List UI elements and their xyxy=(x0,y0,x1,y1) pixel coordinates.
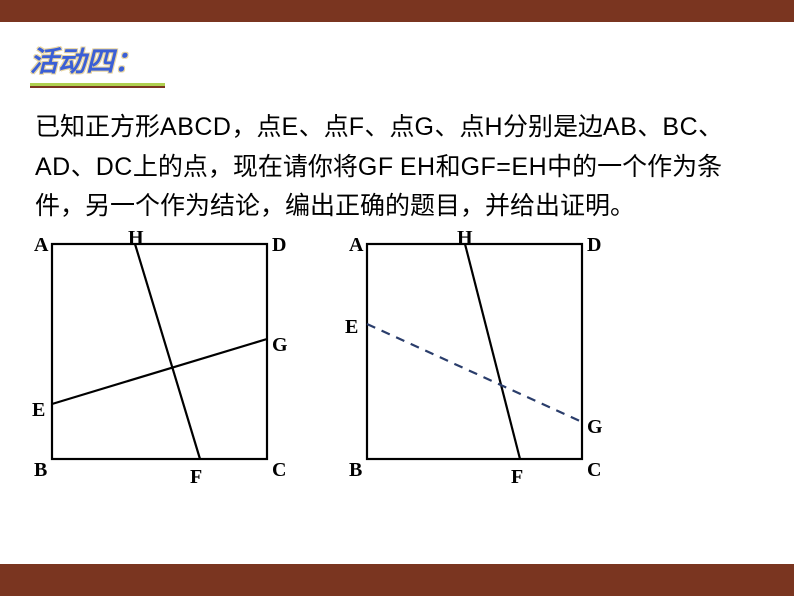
s3: 、点 xyxy=(434,114,484,141)
and: 和 xyxy=(436,154,461,181)
vertex-label-g: G xyxy=(272,334,288,357)
t2: ，点 xyxy=(231,114,281,141)
s6: 、 xyxy=(71,154,96,181)
lblGFeq: GF=EH xyxy=(461,153,548,181)
vertex-label-h: H xyxy=(457,227,473,250)
t1: 已知正方形 xyxy=(35,114,160,141)
abcd: ABCD xyxy=(160,113,231,141)
bottom-bar xyxy=(0,564,794,596)
s5: 、 xyxy=(698,114,723,141)
s1: 、点 xyxy=(299,114,349,141)
lblDC: DC xyxy=(96,153,133,181)
diagram-2-svg xyxy=(355,234,615,484)
vertex-label-g: G xyxy=(587,416,603,439)
s4: 、 xyxy=(637,114,662,141)
vertex-label-c: C xyxy=(272,459,286,482)
lblAB: AB xyxy=(603,113,637,141)
lblGF: GF xyxy=(358,153,394,181)
top-bar xyxy=(0,0,794,22)
diagrams-row: ADBCHGEF ADBCHGEF xyxy=(30,234,764,484)
vertex-label-c: C xyxy=(587,459,601,482)
vertex-label-d: D xyxy=(587,234,601,257)
content-area: 活动四： 已知正方形ABCD，点E、点F、点G、点H分别是边AB、BC、AD、D… xyxy=(0,22,794,484)
lblH: H xyxy=(484,113,503,141)
problem-text: 已知正方形ABCD，点E、点F、点G、点H分别是边AB、BC、AD、DC上的点，… xyxy=(30,108,764,226)
vertex-label-e: E xyxy=(345,316,358,339)
diagram-1: ADBCHGEF xyxy=(40,234,300,484)
t4: 上的点，现在请你将 xyxy=(133,154,358,181)
vertex-label-e: E xyxy=(32,399,45,422)
lblG: G xyxy=(415,113,435,141)
vertex-label-d: D xyxy=(272,234,286,257)
diagram-2: ADBCHGEF xyxy=(355,234,615,484)
lblF: F xyxy=(349,113,365,141)
vertex-label-f: F xyxy=(511,466,523,489)
lblAD: AD xyxy=(35,153,71,181)
vertex-label-f: F xyxy=(190,466,202,489)
s2: 、点 xyxy=(364,114,414,141)
lblEH: EH xyxy=(400,153,436,181)
vertex-label-b: B xyxy=(34,459,47,482)
vertex-label-h: H xyxy=(128,227,144,250)
activity-heading: 活动四： xyxy=(30,40,142,86)
lblE: E xyxy=(282,113,299,141)
t3: 分别是边 xyxy=(503,114,603,141)
lblBC: BC xyxy=(662,113,698,141)
heading-underline xyxy=(30,83,165,88)
heading-wrap: 活动四： xyxy=(30,40,142,86)
vertex-label-b: B xyxy=(349,459,362,482)
vertex-label-a: A xyxy=(34,234,48,257)
vertex-label-a: A xyxy=(349,234,363,257)
diagram-1-svg xyxy=(40,234,300,484)
